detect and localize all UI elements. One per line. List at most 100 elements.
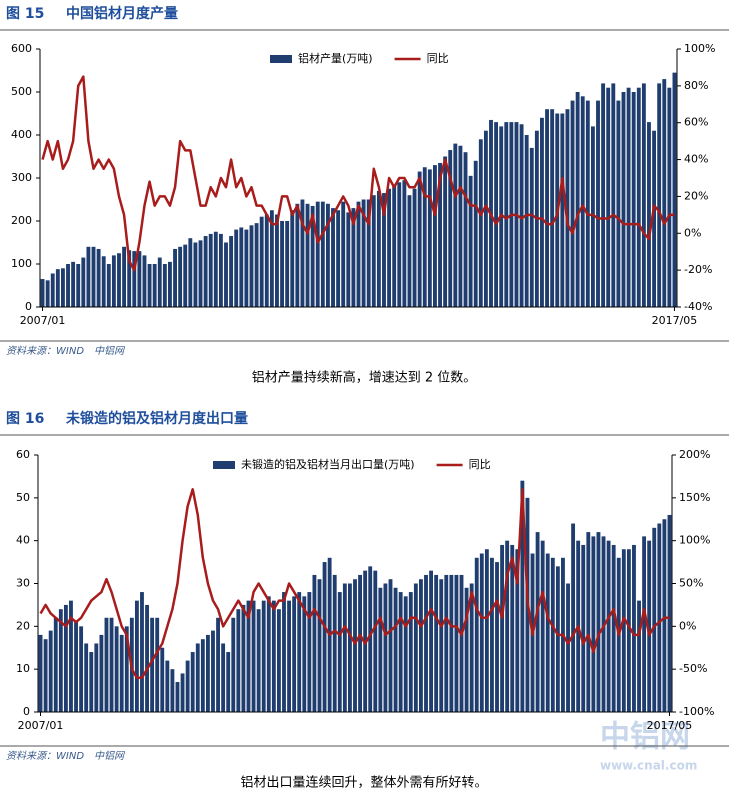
caption: 铝材产量持续新高，增速达到 2 位数。 — [252, 370, 477, 386]
bar — [433, 165, 437, 307]
bar — [170, 669, 175, 712]
bar — [438, 162, 442, 307]
bar — [208, 233, 213, 307]
bar — [205, 634, 210, 712]
bar — [657, 83, 662, 308]
legend-label: 同比 — [427, 52, 449, 65]
bar — [483, 130, 488, 307]
bar — [150, 617, 155, 712]
bar — [621, 549, 626, 712]
watermark-url: www.cnal.com — [600, 759, 697, 773]
bar — [190, 652, 195, 712]
legend-swatch — [270, 55, 292, 63]
bar — [667, 514, 672, 712]
bar — [91, 246, 96, 307]
bar — [60, 268, 65, 307]
bar — [43, 639, 48, 712]
y-tick-label: 60 — [16, 448, 30, 461]
bar — [53, 617, 58, 712]
bar — [662, 79, 667, 307]
bar — [236, 609, 241, 712]
bar — [178, 246, 183, 307]
bar — [183, 244, 188, 307]
legend-label: 未锻造的铝及铝材当月出口量(万吨) — [241, 457, 415, 471]
bar — [213, 231, 218, 307]
bar — [571, 523, 576, 712]
y-tick-label: 0 — [25, 300, 32, 313]
bar — [295, 203, 300, 307]
bar — [140, 592, 144, 712]
bar — [392, 184, 397, 307]
bar — [545, 109, 549, 307]
bar — [429, 570, 434, 712]
bar — [647, 122, 651, 307]
bar — [264, 214, 269, 307]
bar — [463, 152, 468, 307]
bar — [109, 617, 114, 712]
y2-tick-label: 200% — [679, 448, 710, 461]
bar — [570, 100, 575, 307]
bar — [346, 212, 351, 307]
bar — [160, 647, 165, 712]
bar — [641, 83, 646, 308]
chart-title: 中国铝材月度产量 — [66, 5, 178, 22]
bar — [320, 201, 325, 307]
bar — [348, 583, 352, 712]
legend-swatch — [213, 461, 235, 469]
bar — [459, 574, 464, 712]
bar — [621, 92, 626, 307]
bar — [448, 150, 453, 307]
bar — [341, 201, 346, 307]
y-tick-label: 300 — [11, 171, 32, 184]
bar — [96, 248, 101, 307]
bar — [287, 600, 291, 712]
bar — [200, 639, 205, 712]
bar — [282, 592, 286, 712]
bar — [71, 261, 76, 307]
bar — [111, 255, 116, 307]
bar — [652, 527, 657, 712]
bar — [221, 643, 226, 712]
bar — [307, 592, 312, 712]
bar — [331, 208, 335, 307]
bar — [642, 536, 647, 712]
bar — [490, 557, 494, 712]
bar — [606, 540, 611, 712]
bar — [241, 604, 246, 712]
bar — [529, 147, 534, 307]
bar — [81, 257, 86, 307]
bar — [332, 574, 337, 712]
bar — [413, 583, 418, 712]
bar — [218, 233, 223, 307]
bar — [175, 682, 180, 712]
bar — [412, 188, 417, 307]
bar — [358, 574, 362, 712]
x-tick-label: 2007/01 — [20, 314, 66, 327]
bar — [106, 264, 111, 307]
bar — [224, 242, 228, 307]
bar — [510, 544, 515, 712]
bar — [606, 87, 611, 307]
line — [39, 488, 670, 679]
y2-tick-label: -20% — [684, 263, 712, 276]
bar — [94, 643, 99, 712]
bar — [342, 583, 347, 712]
bar — [453, 143, 458, 307]
y-tick-label: 200 — [11, 214, 32, 227]
y2-tick-label: 80% — [684, 79, 708, 92]
y-tick-label: 50 — [16, 491, 30, 504]
bar — [555, 566, 560, 712]
bar — [657, 523, 662, 712]
bar — [173, 248, 177, 307]
bar — [147, 264, 152, 307]
bar — [580, 96, 585, 307]
bar — [596, 100, 600, 307]
y-tick-label: 30 — [16, 577, 30, 590]
chart-title: 未锻造的铝及铝材月度出口量 — [66, 410, 248, 427]
bar — [127, 250, 132, 307]
bar — [672, 72, 677, 308]
bar — [246, 600, 251, 712]
bar — [38, 634, 43, 712]
bar — [596, 532, 601, 712]
